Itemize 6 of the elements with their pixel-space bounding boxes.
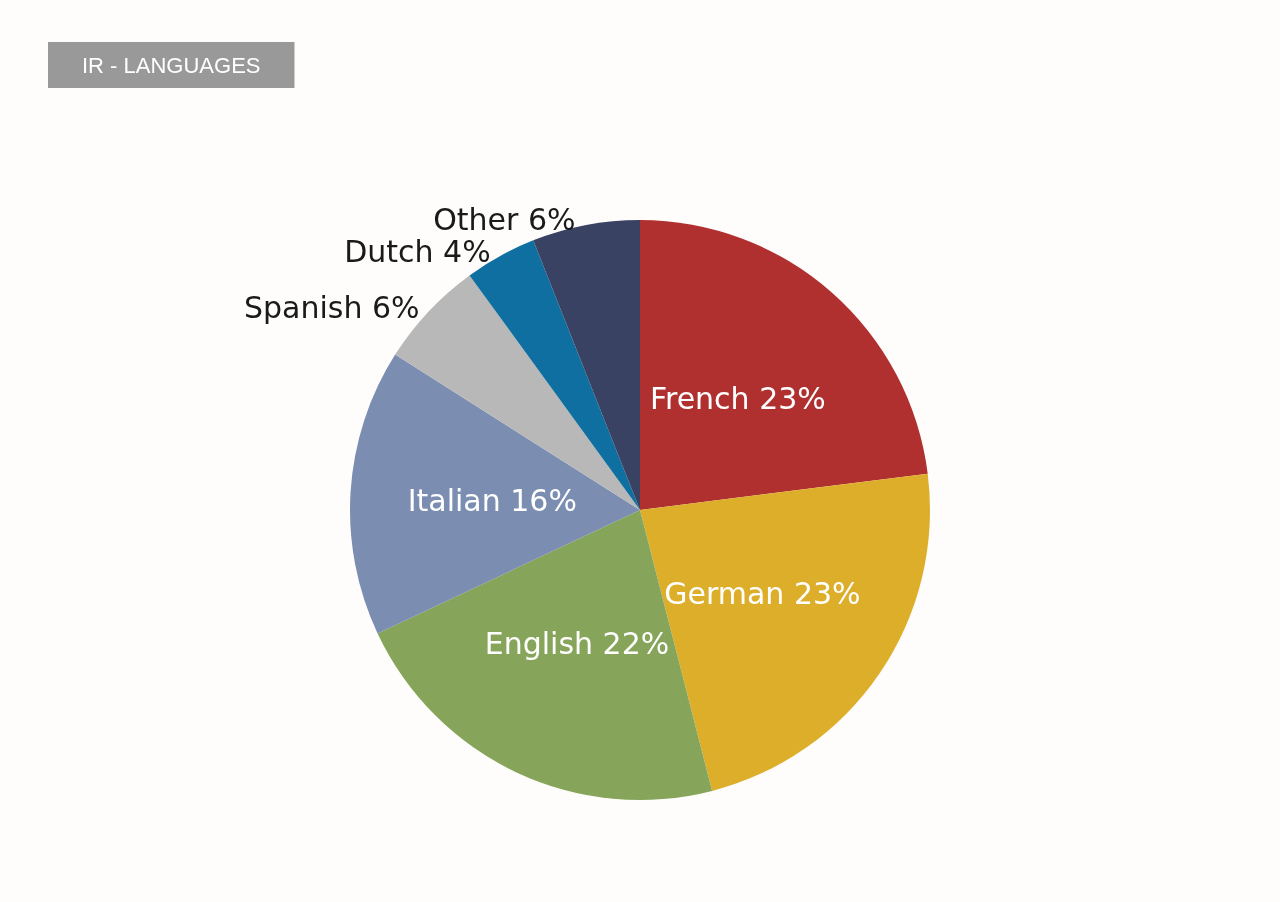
slice-label: German 23%	[664, 575, 861, 611]
slice-label: Italian 16%	[407, 483, 577, 519]
slice-label: French 23%	[649, 381, 826, 417]
chart-title: IR - LANGUAGES	[82, 52, 261, 78]
slice-label: Spanish 6%	[243, 289, 420, 325]
slice-label: English 22%	[484, 626, 670, 662]
